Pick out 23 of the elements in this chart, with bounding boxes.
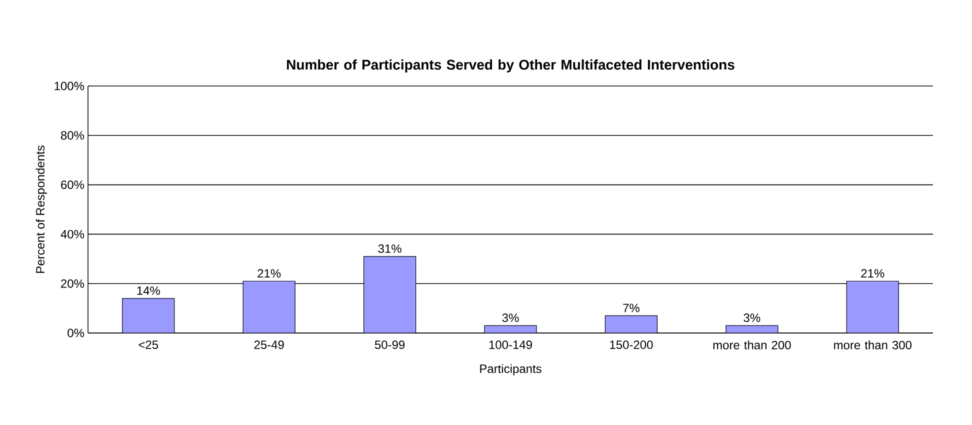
x-tick-label: more than 200 <box>713 340 791 350</box>
x-tick-label: 100-149 <box>489 340 532 350</box>
data-label: 14% <box>137 286 160 295</box>
x-tick-label: <25 <box>138 340 158 350</box>
y-tick-label: 0% <box>68 328 84 338</box>
data-label: 3% <box>502 314 519 322</box>
y-tick-label: 60% <box>61 180 84 190</box>
y-tick-label: 20% <box>61 279 84 288</box>
y-tick-label: 80% <box>60 131 84 140</box>
data-label: 7% <box>623 304 640 312</box>
y-axis-title: Percent of Respondents <box>36 146 47 273</box>
chart-title: Number of Participants Served by Other Multifaceted Interventions <box>287 59 734 72</box>
y-tick-label: 100% <box>54 82 84 90</box>
data-label: 3% <box>744 314 760 322</box>
x-tick-label: 25-49 <box>254 340 284 350</box>
x-tick-label: more than 300 <box>834 340 912 350</box>
data-label: 31% <box>378 244 402 253</box>
y-tick-label: 40% <box>60 230 84 238</box>
x-axis-title: Participants <box>480 364 542 376</box>
data-label: 21% <box>258 269 281 278</box>
x-tick-label: 50-99 <box>374 340 405 350</box>
data-label: 21% <box>861 269 884 278</box>
x-tick-label: 150-200 <box>610 340 653 350</box>
